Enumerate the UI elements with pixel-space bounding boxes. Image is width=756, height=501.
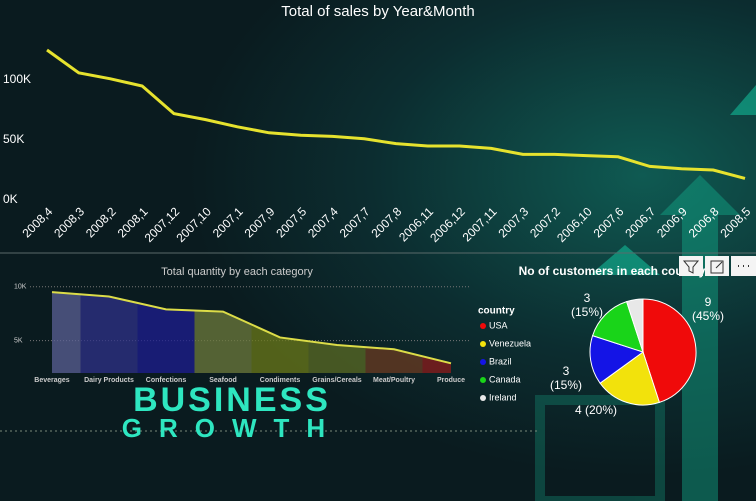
chart-title: Total of sales by Year&Month bbox=[281, 3, 474, 20]
area-segment bbox=[52, 292, 81, 373]
pie-slice bbox=[589, 334, 645, 384]
x-tick-label: Confections bbox=[146, 377, 187, 384]
toolbar bbox=[679, 256, 756, 276]
legend-label: USA bbox=[489, 320, 508, 330]
x-tick-label: Dairy Products bbox=[84, 377, 134, 384]
legend-swatch bbox=[480, 341, 486, 347]
pie-slice bbox=[625, 298, 644, 353]
pie-slice bbox=[599, 351, 661, 406]
data-label: 3 (15%) bbox=[549, 364, 583, 392]
x-tick-label: Condiments bbox=[260, 377, 301, 384]
legend-swatch bbox=[480, 395, 486, 401]
banner-text: GROWTH bbox=[122, 413, 342, 443]
x-tick-label: Grains/Cereals bbox=[312, 377, 362, 384]
legend-swatch bbox=[480, 359, 486, 365]
area-segment bbox=[137, 302, 195, 373]
x-tick-label: Meat/Poultry bbox=[373, 377, 415, 384]
y-tick-label: 100K bbox=[3, 72, 31, 86]
x-tick-label: Seafood bbox=[209, 377, 237, 384]
data-label: 9 (45%) bbox=[691, 295, 725, 323]
pie-slice bbox=[642, 298, 697, 404]
legend-title: country bbox=[478, 306, 515, 317]
filter-icon bbox=[682, 260, 700, 274]
line bbox=[46, 48, 746, 180]
legend-swatch bbox=[480, 377, 486, 383]
data-label: 3 (15%) bbox=[570, 291, 604, 319]
legend-label: Brazil bbox=[489, 356, 512, 366]
y-tick-label: 5K bbox=[14, 338, 23, 345]
y-tick-label: 50K bbox=[3, 132, 24, 146]
chart-title: Total quantity by each category bbox=[161, 266, 313, 278]
area-segment bbox=[251, 324, 309, 373]
legend-swatch bbox=[480, 323, 486, 329]
filter-button[interactable] bbox=[679, 256, 703, 276]
legend-label: Venezuela bbox=[489, 338, 531, 348]
line bbox=[51, 291, 452, 365]
x-tick-label: Produce bbox=[437, 377, 465, 384]
banner-text: BUSINESS bbox=[133, 381, 331, 419]
y-tick-label: 10K bbox=[14, 284, 27, 291]
legend-label: Ireland bbox=[489, 392, 517, 402]
focus-icon bbox=[710, 260, 724, 274]
y-tick-label: 0K bbox=[3, 192, 18, 206]
area-segment bbox=[308, 341, 366, 373]
legend-label: Canada bbox=[489, 374, 521, 384]
area-segment bbox=[422, 356, 451, 373]
decor-arrows bbox=[535, 85, 756, 501]
data-label: 4 (20%) bbox=[574, 403, 618, 417]
chart-title: No of customers in each country bbox=[519, 264, 706, 278]
area-segment bbox=[80, 294, 138, 373]
x-tick-label: Beverages bbox=[34, 377, 70, 384]
area-segment bbox=[194, 310, 252, 373]
